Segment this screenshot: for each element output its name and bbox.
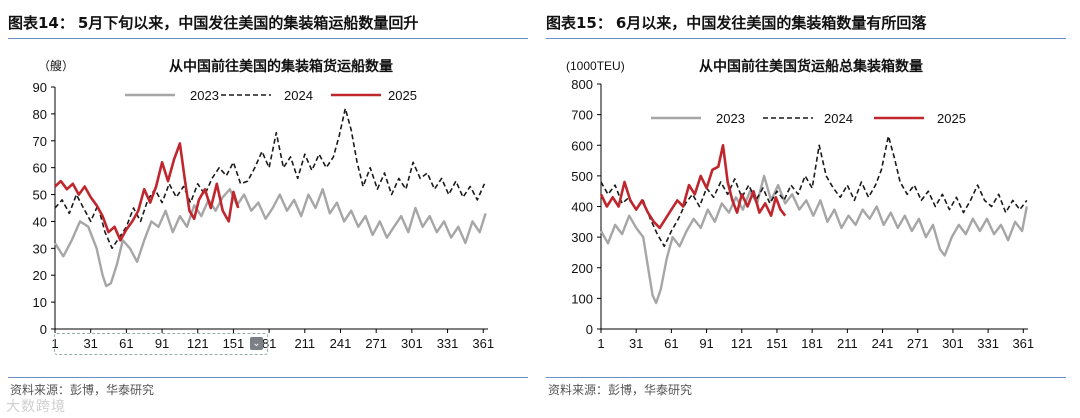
y-axis-unit-label: (1000TEU) (566, 59, 625, 73)
x-tick-label: 361 (472, 336, 494, 351)
x-tick-label: 241 (330, 336, 352, 351)
figure-header: 图表14： 5月下旬以来，中国发往美国的集装箱运船数量回升 (8, 12, 418, 33)
chart-title: 从中国前往美国的集装箱货运船数量 (169, 58, 393, 75)
series-line-2025 (54, 142, 240, 242)
axis-selection-box[interactable] (54, 333, 268, 355)
y-tick-label: 80 (33, 107, 47, 122)
y-axis-unit-label: （艘） (38, 58, 74, 73)
legend-label-2024: 2024 (824, 111, 853, 126)
y-tick-label: 30 (33, 241, 47, 256)
x-tick-label: 331 (977, 336, 999, 351)
y-tick-label: 800 (571, 77, 593, 92)
x-tick-label: 1 (51, 336, 58, 351)
chevron-down-icon[interactable]: ⌄ (250, 337, 263, 350)
y-tick-label: 60 (33, 161, 47, 176)
y-tick-label: 0 (40, 322, 47, 337)
header-rule (8, 38, 528, 39)
x-tick-label: 31 (83, 336, 97, 351)
x-tick-label: 91 (155, 336, 169, 351)
figure-label: 图表14： (8, 14, 74, 32)
x-tick-label: 301 (942, 336, 964, 351)
x-tick-label: 151 (223, 336, 245, 351)
x-tick-label: 271 (907, 336, 929, 351)
y-tick-label: 200 (571, 261, 593, 276)
x-tick-label: 211 (837, 336, 858, 351)
x-tick-label: 301 (401, 336, 423, 351)
y-tick-label: 600 (571, 138, 593, 153)
x-tick-label: 1 (597, 336, 604, 351)
x-tick-label: 81 (262, 336, 276, 351)
series-line-2024 (600, 135, 1028, 248)
series-line-2023 (599, 174, 1028, 305)
y-tick-label: 300 (571, 230, 593, 245)
legend-label-2023: 2023 (716, 111, 745, 126)
series-line-2023 (53, 188, 487, 288)
y-tick-label: 100 (571, 291, 593, 306)
y-tick-label: 400 (571, 200, 593, 215)
x-tick-label: 121 (187, 336, 209, 351)
x-tick-label: 61 (664, 336, 678, 351)
y-tick-label: 0 (586, 322, 593, 337)
x-tick-label: 211 (294, 336, 315, 351)
x-tick-label: 331 (437, 336, 459, 351)
x-tick-label: 91 (699, 336, 713, 351)
figure-title: 5月下旬以来，中国发往美国的集装箱运船数量回升 (77, 14, 419, 32)
chart-title: 从中国前往美国货运船总集装箱数量 (699, 58, 923, 75)
legend-label-2025: 2025 (937, 111, 966, 126)
header-rule (546, 38, 1066, 39)
legend-label-2024: 2024 (284, 88, 313, 103)
x-tick-label: 241 (872, 336, 894, 351)
series-line-2025 (599, 144, 787, 230)
y-tick-label: 50 (33, 188, 47, 203)
legend-label-2023: 2023 (190, 88, 219, 103)
figure-header: 图表15： 6月以来，中国发往美国的集装箱数量有所回落 (546, 12, 926, 33)
figure-title: 6月以来，中国发往美国的集装箱数量有所回落 (615, 14, 927, 32)
source-note: 资料来源：彭博，华泰研究 (548, 383, 693, 397)
y-tick-label: 90 (33, 80, 47, 95)
y-tick-label: 700 (571, 108, 593, 123)
chart-right: 从中国前往美国货运船总集装箱数量 (1000TEU) 0 100 200 300 400 50… (566, 58, 1034, 351)
footer-rule (8, 377, 528, 378)
chart-left: 从中国前往美国的集装箱货运船数量 （艘） 0 10 20 30 40 50 60 70 80 90 1 3… (33, 58, 495, 351)
legend-label-2025: 2025 (388, 88, 417, 103)
footer-rule (546, 377, 1066, 378)
y-tick-label: 40 (33, 214, 47, 229)
x-tick-label: 361 (1012, 336, 1034, 351)
figure-panel-left: 图表14： 5月下旬以来，中国发往美国的集装箱运船数量回升 从中国前往美国的集装箱… (8, 0, 536, 418)
figure-label: 图表15： (546, 14, 612, 32)
y-tick-label: 70 (33, 134, 47, 149)
source-note: 资料来源：彭博，华泰研究 (10, 383, 155, 397)
x-tick-label: 151 (766, 336, 788, 351)
series-line-2024 (54, 107, 486, 250)
x-tick-label: 121 (731, 336, 753, 351)
watermark-text: 大数跨境 (6, 399, 66, 415)
y-tick-label: 20 (33, 268, 47, 283)
x-tick-label: 61 (119, 336, 133, 351)
x-tick-label: 181 (801, 336, 823, 351)
x-tick-label: 271 (365, 336, 387, 351)
x-tick-label: 31 (629, 336, 643, 351)
figure-panel-right: 图表15： 6月以来，中国发往美国的集装箱数量有所回落 从中国前往美国货运船总集装… (546, 0, 1074, 418)
y-tick-label: 500 (571, 169, 593, 184)
y-tick-label: 10 (33, 295, 47, 310)
